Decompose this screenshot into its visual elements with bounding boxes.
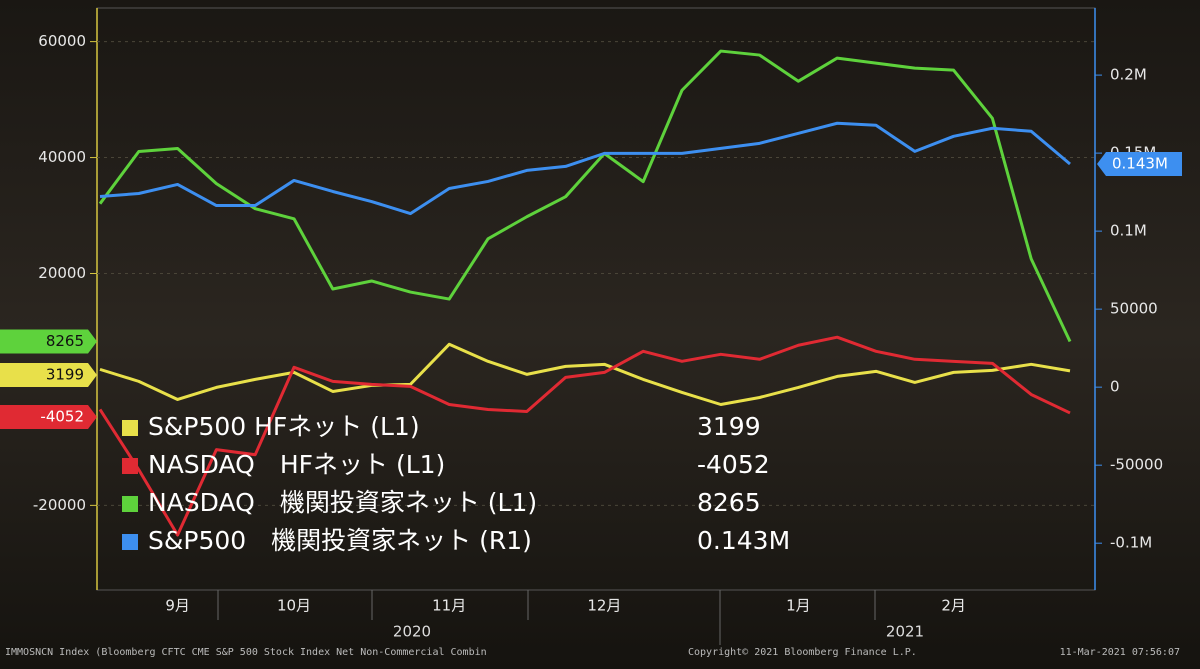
legend-value: -4052 [697, 450, 770, 479]
legend-swatch [122, 496, 138, 512]
series-line [99, 121, 1071, 216]
legend-value: 3199 [697, 412, 761, 441]
footer-copyright: Copyright© 2021 Bloomberg Finance L.P. [688, 647, 917, 658]
legend-swatch [122, 458, 138, 474]
y-tick-label: 40000 [38, 148, 86, 166]
footer-date: 11-Mar-2021 07:56:07 [1060, 647, 1180, 658]
y-tick-label: 60000 [38, 32, 86, 50]
year-label: 2020 [393, 623, 431, 641]
legend-label: NASDAQ HFネット (L1) [148, 450, 445, 479]
year-label: 2021 [886, 623, 924, 641]
value-tag-label: 8265 [46, 332, 84, 350]
value-tag-label: 3199 [46, 366, 84, 384]
y-tick-label: 20000 [38, 264, 86, 282]
legend-label: S&P500 HFネット (L1) [148, 412, 420, 441]
x-tick-label: 12月 [587, 597, 621, 615]
value-tag [0, 363, 97, 387]
legend-swatch [122, 420, 138, 436]
legend-label: NASDAQ 機関投資家ネット (L1) [148, 488, 537, 517]
series-line [98, 335, 1071, 537]
value-tag-label: 0.143M [1112, 155, 1168, 173]
value-tag [0, 329, 97, 354]
legend-swatch [122, 534, 138, 550]
value-tag-label: -4052 [40, 408, 84, 426]
y2-tick-label: 0 [1110, 378, 1120, 396]
series-line [98, 49, 1072, 343]
x-tick-label: 2月 [941, 597, 966, 615]
legend-value: 8265 [697, 488, 761, 517]
y2-tick-label: -0.1M [1110, 534, 1152, 552]
month-dividers [217, 590, 876, 645]
y2-tick-label: 0.2M [1110, 66, 1147, 84]
x-tick-label: 11月 [432, 597, 466, 615]
value-tag [0, 405, 97, 429]
series-line [99, 342, 1071, 407]
value-tag [1097, 152, 1182, 177]
y2-tick-label: 0.1M [1110, 222, 1147, 240]
y2-tick-label: -50000 [1110, 456, 1163, 474]
y2-tick-label: 50000 [1110, 300, 1158, 318]
legend-label: S&P500 機関投資家ネット (R1) [148, 526, 532, 555]
legend-value: 0.143M [697, 526, 790, 555]
x-tick-label: 1月 [786, 597, 811, 615]
x-tick-label: 9月 [165, 597, 190, 615]
x-tick-label: 10月 [277, 597, 311, 615]
footer-source: IMMOSNCN Index (Bloomberg CFTC CME S&P 5… [5, 647, 487, 658]
y-tick-label: -20000 [33, 496, 86, 514]
